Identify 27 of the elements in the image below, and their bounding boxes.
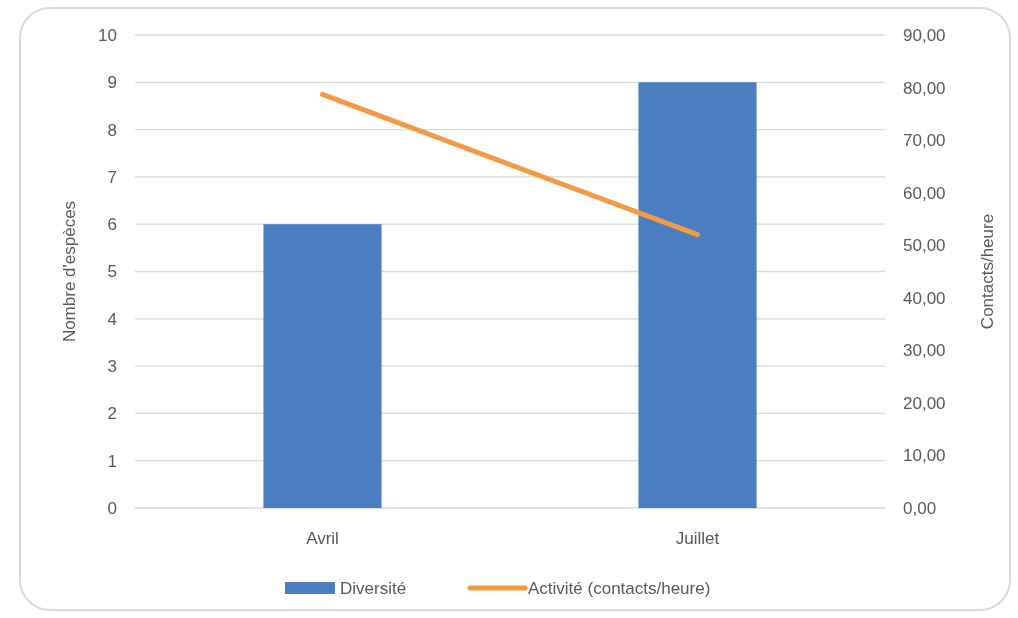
x-tick-label: Avril bbox=[306, 528, 339, 548]
y-tick-label: 8 bbox=[107, 120, 117, 140]
y-tick-label: 3 bbox=[107, 357, 117, 377]
y2-tick-label: 40,00 bbox=[903, 288, 946, 308]
y2-axis-title: Contacts/heure bbox=[978, 213, 997, 330]
y2-tick-label: 50,00 bbox=[903, 236, 946, 256]
y2-tick-label: 60,00 bbox=[903, 183, 946, 203]
legend-label: Activité (contacts/heure) bbox=[528, 578, 711, 598]
y2-tick-label: 0,00 bbox=[903, 498, 937, 518]
y-tick-label: 2 bbox=[107, 404, 117, 424]
y-tick-label: 4 bbox=[107, 309, 117, 329]
y-tick-label: 9 bbox=[107, 73, 117, 93]
y2-tick-label: 30,00 bbox=[903, 341, 946, 361]
y2-tick-label: 20,00 bbox=[903, 393, 946, 413]
legend-label: Diversité bbox=[340, 578, 407, 598]
y-tick-label: 0 bbox=[107, 498, 117, 518]
y2-tick-label: 10,00 bbox=[903, 446, 946, 466]
y2-tick-label: 80,00 bbox=[903, 78, 946, 98]
x-tick-label: Juillet bbox=[675, 528, 720, 548]
y2-tick-label: 90,00 bbox=[903, 25, 946, 45]
y2-tick-label: 70,00 bbox=[903, 131, 946, 151]
y-tick-label: 10 bbox=[98, 25, 117, 45]
y-tick-label: 5 bbox=[107, 262, 117, 282]
y-tick-label: 7 bbox=[107, 167, 117, 187]
y-axis-title: Nombre d'espèces bbox=[60, 200, 79, 343]
y-tick-label: 1 bbox=[107, 451, 117, 471]
y-tick-label: 6 bbox=[107, 215, 117, 235]
